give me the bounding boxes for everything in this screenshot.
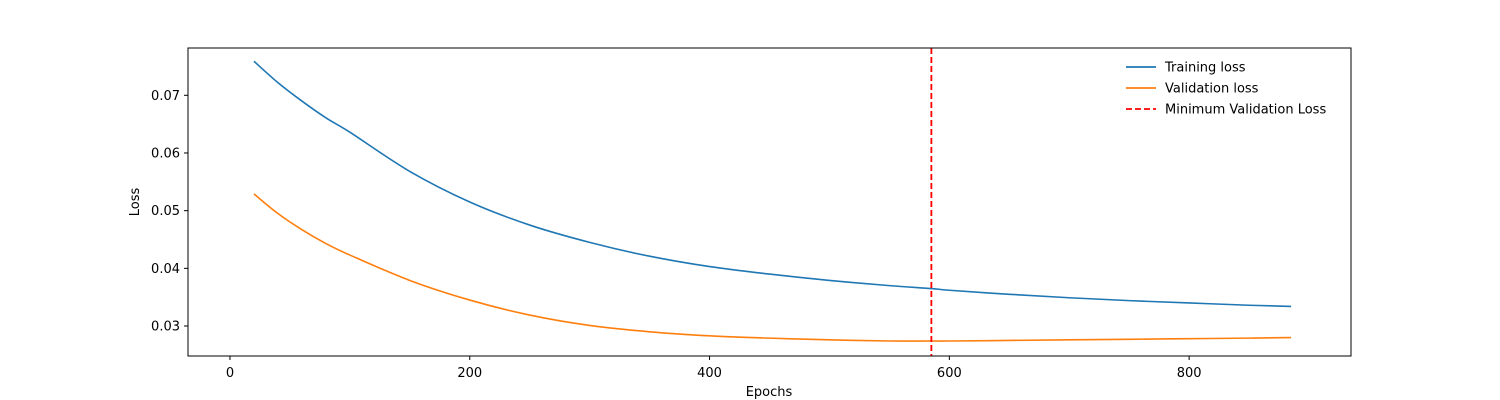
legend-label-min-validation-loss: Minimum Validation Loss <box>1165 103 1326 118</box>
series-line-validation-loss <box>253 193 1292 342</box>
y-tick-label: 0.03 <box>151 320 180 335</box>
y-tick-label: 0.05 <box>151 204 180 219</box>
x-tick-label: 800 <box>1177 366 1202 381</box>
y-tick-label: 0.07 <box>151 89 180 104</box>
y-axis-ticks: 0.03 0.04 0.05 0.06 0.07 <box>151 89 188 335</box>
x-tick-label: 0 <box>226 366 234 381</box>
x-tick-label: 400 <box>697 366 722 381</box>
legend-label-training-loss: Training loss <box>1164 61 1246 76</box>
y-tick-label: 0.04 <box>151 262 180 277</box>
x-tick-label: 200 <box>457 366 482 381</box>
legend-label-validation-loss: Validation loss <box>1165 82 1259 97</box>
series-line-training-loss <box>253 60 1292 308</box>
legend: Training loss Validation loss Minimum Vali… <box>1126 61 1326 118</box>
series-layer <box>253 60 1292 342</box>
y-axis-label: Loss <box>128 188 143 217</box>
x-axis-label: Epochs <box>746 385 793 400</box>
x-axis-ticks: 0 200 400 600 800 <box>226 356 1202 381</box>
plot-frame <box>187 47 1352 357</box>
plot-area-background <box>188 48 1351 356</box>
x-tick-label: 600 <box>937 366 962 381</box>
y-tick-label: 0.06 <box>151 146 180 161</box>
